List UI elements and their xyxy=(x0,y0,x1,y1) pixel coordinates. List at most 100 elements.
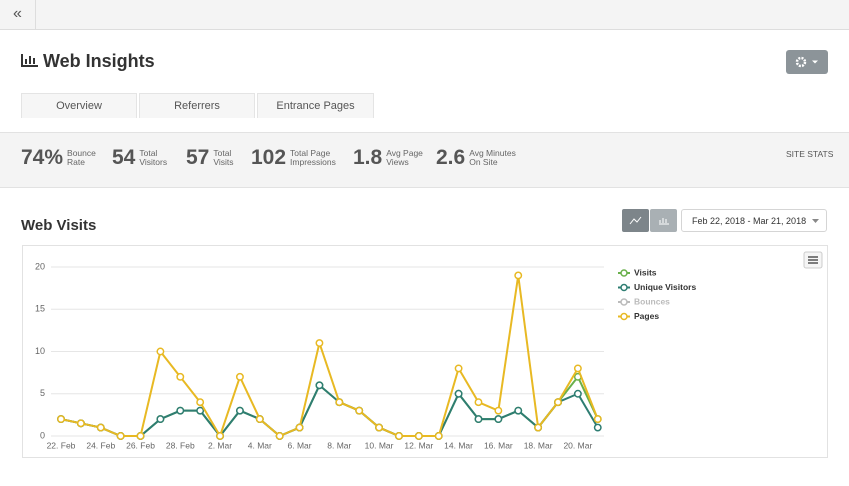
settings-button[interactable] xyxy=(786,50,828,74)
point xyxy=(593,423,602,432)
legend-marker xyxy=(620,283,628,292)
point xyxy=(355,406,364,415)
stat-label-line: Views xyxy=(386,157,409,167)
stat: 1.8 Avg Page Views xyxy=(353,146,423,170)
line-toggle[interactable] xyxy=(622,209,649,232)
x-tick-label: 14. Mar xyxy=(444,440,473,450)
x-tick-label: 4. Mar xyxy=(248,440,272,450)
stat-label-line: Total xyxy=(139,148,158,158)
tab[interactable]: Overview xyxy=(21,93,137,118)
point xyxy=(375,423,384,432)
stat-label-line: Bounce xyxy=(67,148,96,158)
y-tick-label: 0 xyxy=(40,430,45,440)
point xyxy=(414,432,423,440)
page-title: Web Insights xyxy=(43,51,155,71)
stat-label-line: Visitors xyxy=(139,157,168,167)
series-line xyxy=(60,275,599,439)
point xyxy=(474,415,483,424)
site-stats-link[interactable]: SITE STATS xyxy=(786,149,834,159)
point xyxy=(494,415,503,424)
tab[interactable]: Entrance Pages xyxy=(257,93,374,118)
y-tick-label: 5 xyxy=(40,388,45,398)
legend-marker xyxy=(620,269,628,277)
point xyxy=(235,372,244,381)
date-range-picker[interactable]: Feb 22, 2018 - Mar 21, 2018 xyxy=(681,209,827,232)
point xyxy=(156,347,165,356)
x-tick-label: 20. Mar xyxy=(563,440,592,450)
legend-label[interactable]: Visits xyxy=(634,267,657,277)
point xyxy=(96,423,105,432)
x-tick-label: 18. Mar xyxy=(524,440,553,450)
x-tick-label: 28. Feb xyxy=(166,440,195,450)
stat-value: 2.6 xyxy=(436,146,466,169)
point xyxy=(514,271,523,280)
section-title: Web Visits xyxy=(21,217,97,234)
x-tick-label: 8. Mar xyxy=(327,440,351,450)
y-tick-label: 20 xyxy=(35,261,45,271)
chart-icon xyxy=(21,54,38,67)
stat-label-line: Total Page xyxy=(290,148,331,158)
point xyxy=(255,415,264,424)
point xyxy=(176,406,185,415)
point xyxy=(534,423,543,432)
point xyxy=(454,389,463,398)
bar-toggle[interactable] xyxy=(650,209,677,232)
x-tick-label: 6. Mar xyxy=(288,440,312,450)
point xyxy=(216,432,224,440)
x-tick-label: 16. Mar xyxy=(484,440,513,450)
point xyxy=(335,398,344,407)
stat-value: 1.8 xyxy=(353,146,383,169)
x-tick-label: 2. Mar xyxy=(208,440,232,450)
stat-value: 102 xyxy=(251,146,287,169)
stat-label-line: Visits xyxy=(213,157,234,167)
point xyxy=(136,432,145,440)
tab[interactable]: Referrers xyxy=(139,93,255,118)
point xyxy=(57,415,65,424)
stat: 74% Bounce Rate xyxy=(21,146,96,170)
legend-label[interactable]: Pages xyxy=(634,311,659,321)
stat-label-line: On Site xyxy=(469,157,498,167)
point xyxy=(593,415,602,424)
stat-value: 57 xyxy=(186,146,210,169)
point xyxy=(434,432,443,440)
stat-value: 54 xyxy=(112,146,136,169)
date-range: Feb 22, 2018 - Mar 21, 2018 xyxy=(692,216,807,226)
chart: 0 5 10 15 20 22. Feb 24. Feb 26. Feb 28. Feb 2. M… xyxy=(35,251,823,450)
y-tick-label: 15 xyxy=(35,304,45,314)
menu-icon xyxy=(808,256,818,264)
stat-label-line: Avg Page xyxy=(386,148,423,158)
point xyxy=(474,398,483,407)
collapse-button[interactable]: « xyxy=(0,0,36,29)
stat: 102 Total Page Impressions xyxy=(251,146,336,170)
legend-marker xyxy=(620,312,628,321)
point xyxy=(494,406,503,415)
top-bar xyxy=(0,0,849,30)
series-line xyxy=(60,383,599,438)
stat: 57 Total Visits xyxy=(186,146,234,170)
stat-label: Total Visits xyxy=(213,149,233,167)
stat: 54 Total Visitors xyxy=(112,146,167,170)
stat-label-line: Total xyxy=(213,148,232,158)
chart-box: 0 5 10 15 20 22. Feb 24. Feb 26. Feb 28. Feb 2. M… xyxy=(22,245,828,458)
legend-label[interactable]: Bounces xyxy=(634,296,670,306)
x-tick-label: 24. Feb xyxy=(86,440,115,450)
y-tick-label: 10 xyxy=(35,346,45,356)
x-tick-label: 12. Mar xyxy=(404,440,433,450)
point xyxy=(295,423,304,432)
legend-marker xyxy=(620,298,628,306)
point xyxy=(395,432,403,440)
point xyxy=(454,364,463,373)
stat-value: 74% xyxy=(21,146,64,169)
legend-label[interactable]: Unique Visitors xyxy=(634,282,696,292)
stats-band xyxy=(0,132,849,188)
stat-label: Avg Page Views xyxy=(386,149,423,167)
stat-label: Total Visitors xyxy=(139,149,167,167)
point xyxy=(514,406,523,415)
point xyxy=(176,372,185,381)
x-tick-label: 10. Mar xyxy=(365,440,394,450)
stat-label: Total Page Impressions xyxy=(290,149,336,167)
stat: 2.6 Avg Minutes On Site xyxy=(436,146,516,170)
stat-label-line: Avg Minutes xyxy=(469,148,516,158)
point xyxy=(275,432,284,440)
